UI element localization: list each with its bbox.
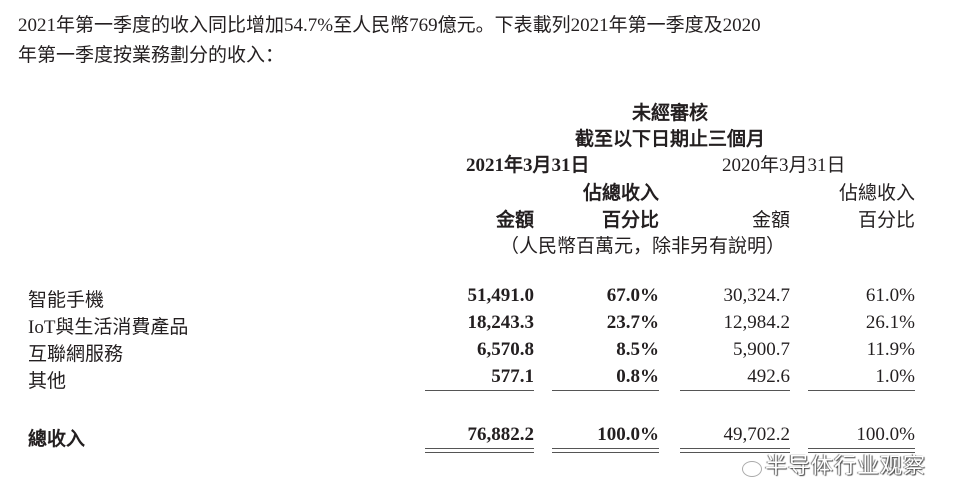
pct-header-2021-top: 佔總收入 xyxy=(582,183,659,204)
amount-2021: 6,570.8 xyxy=(477,339,534,360)
amount-header-2021: 金額 xyxy=(495,210,534,231)
period-header: 截至以下日期止三個月 xyxy=(574,129,765,150)
pct-2020: 61.0% xyxy=(865,285,915,306)
date-2021-header: 2021年3月31日 xyxy=(466,155,590,176)
row-label: 互聯網服務 xyxy=(28,344,124,365)
row-label: IoT與生活消費產品 xyxy=(28,317,189,338)
amount-2021: 51,491.0 xyxy=(467,285,535,306)
total-amount-2021: 76,882.2 xyxy=(467,424,535,445)
unit-note: （人民幣百萬元，除非另有說明） xyxy=(500,236,786,257)
pct-2020: 1.0% xyxy=(875,366,915,387)
intro-line-2: 年第一季度按業務劃分的收入： xyxy=(18,45,285,66)
amount-2021: 18,243.3 xyxy=(467,312,535,333)
total-pct-2020: 100.0% xyxy=(856,424,915,445)
pct-header-2021: 百分比 xyxy=(601,210,659,231)
amount-header-2020: 金額 xyxy=(751,210,790,231)
row-label: 智能手機 xyxy=(28,290,105,311)
intro-line-1: 2021年第一季度的收入同比增加54.7%至人民幣769億元。下表載列2021年… xyxy=(18,15,761,36)
pct-2020: 11.9% xyxy=(866,339,915,360)
pct-2021: 67.0% xyxy=(606,285,659,306)
total-label: 總收入 xyxy=(28,429,86,450)
amount-2020: 5,900.7 xyxy=(733,339,790,360)
pct-2021: 23.7% xyxy=(606,312,659,333)
date-2020-header: 2020年3月31日 xyxy=(722,155,846,176)
row-label: 其他 xyxy=(28,371,67,392)
wechat-icon xyxy=(742,461,762,477)
pct-2020: 26.1% xyxy=(865,312,915,333)
total-pct-2021: 100.0% xyxy=(597,424,659,445)
pct-header-2020: 百分比 xyxy=(857,210,915,231)
watermark: 半导体行业观察 xyxy=(765,454,927,479)
amount-2021: 577.1 xyxy=(491,366,534,387)
amount-2020: 492.6 xyxy=(747,366,790,387)
total-amount-2020: 49,702.2 xyxy=(723,424,791,445)
pct-header-2020-top: 佔總收入 xyxy=(838,183,915,204)
amount-2020: 12,984.2 xyxy=(723,312,791,333)
pct-2021: 8.5% xyxy=(616,339,659,360)
unaudited-header: 未經審核 xyxy=(631,103,708,124)
amount-2020: 30,324.7 xyxy=(723,285,791,306)
pct-2021: 0.8% xyxy=(616,366,659,387)
